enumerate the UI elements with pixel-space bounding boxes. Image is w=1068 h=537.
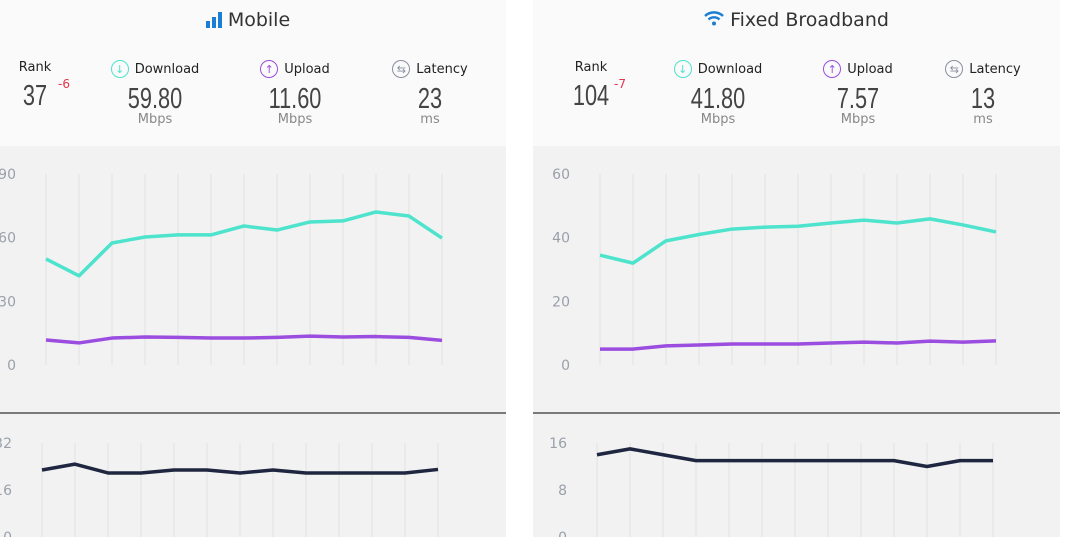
y-tick-label: 8 bbox=[558, 483, 567, 499]
y-tick-label: 60 bbox=[552, 167, 570, 183]
y-tick-label: 32 bbox=[0, 436, 12, 452]
y-tick-label: 0 bbox=[561, 358, 570, 374]
rank-delta: -6 bbox=[58, 77, 70, 91]
latency-metric: ⇆ Latency 13 ms bbox=[938, 60, 1028, 127]
mobile-charts: 0 30 60 90 0 16 32 bbox=[0, 167, 506, 537]
rank-metric: Rank 37 bbox=[18, 60, 52, 112]
wifi-icon bbox=[704, 10, 724, 31]
y-tick-label: 40 bbox=[552, 231, 570, 247]
upload-metric: ↑ Upload 11.60 Mbps bbox=[250, 60, 340, 127]
y-tick-label: 30 bbox=[0, 294, 16, 310]
download-metric: ↓ Download 41.80 Mbps bbox=[663, 60, 773, 127]
latency-icon: ⇆ bbox=[392, 60, 411, 78]
download-icon: ↓ bbox=[673, 60, 692, 78]
rank-delta: -7 bbox=[614, 77, 626, 91]
rank-metric: Rank 104 bbox=[572, 60, 610, 112]
download-metric: ↓ Download 59.80 Mbps bbox=[100, 60, 210, 127]
upload-icon: ↑ bbox=[260, 60, 279, 78]
mobile-summary: Mobile Rank 37 -6 ↓ Download 59.80 Mbps ↑… bbox=[0, 0, 506, 146]
y-tick-label: 90 bbox=[0, 167, 16, 183]
fixed-summary: Fixed Broadband Rank 104 -7 ↓ Download 41… bbox=[533, 0, 1060, 146]
upload-metric: ↑ Upload 7.57 Mbps bbox=[813, 60, 903, 127]
fixed-charts: 0 20 40 60 0 8 16 bbox=[533, 167, 1060, 537]
latency-icon: ⇆ bbox=[945, 60, 964, 78]
y-tick-label: 0 bbox=[558, 530, 567, 537]
y-tick-label: 0 bbox=[7, 358, 16, 374]
download-icon: ↓ bbox=[110, 60, 129, 78]
y-tick-label: 0 bbox=[3, 530, 12, 537]
latency-metric: ⇆ Latency 23 ms bbox=[385, 60, 475, 127]
y-tick-label: 16 bbox=[549, 436, 567, 452]
upload-icon: ↑ bbox=[823, 60, 842, 78]
y-tick-label: 16 bbox=[0, 483, 12, 499]
y-tick-label: 60 bbox=[0, 231, 16, 247]
signal-bars-icon bbox=[205, 12, 222, 28]
panel-title: Fixed Broadband bbox=[533, 9, 1060, 31]
y-tick-label: 20 bbox=[552, 294, 570, 310]
fixed-broadband-panel: Fixed Broadband Rank 104 -7 ↓ Download 41… bbox=[533, 0, 1060, 537]
panel-title: Mobile bbox=[0, 9, 506, 31]
mobile-panel: Mobile Rank 37 -6 ↓ Download 59.80 Mbps ↑… bbox=[0, 0, 506, 537]
